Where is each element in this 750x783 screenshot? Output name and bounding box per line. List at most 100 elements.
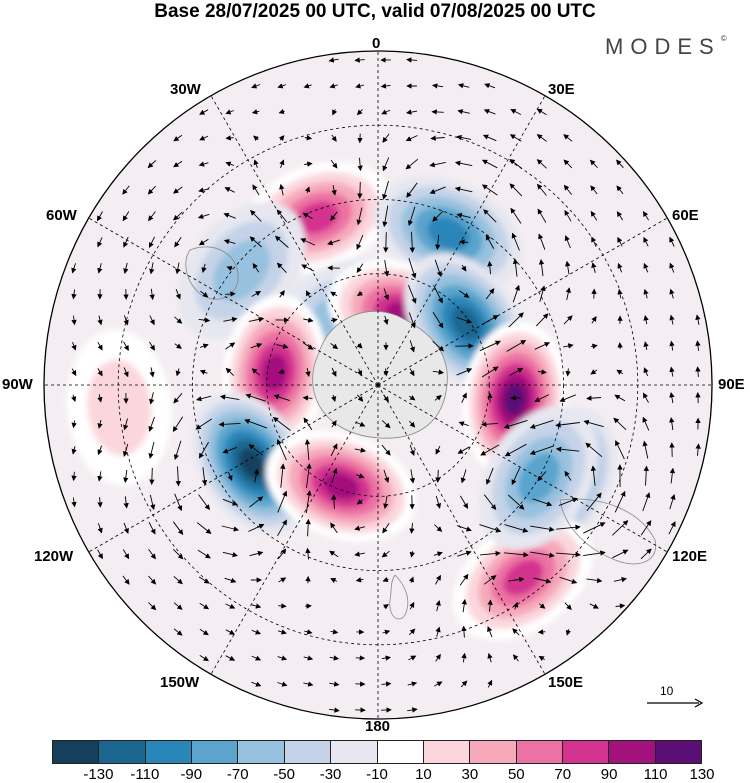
wind-arrow [330, 578, 338, 583]
wind-arrow [591, 262, 597, 274]
wind-arrow [456, 212, 471, 219]
wind-arrow [643, 236, 649, 247]
wind-arrow [640, 520, 652, 536]
wind-arrow [201, 467, 208, 486]
wind-arrow [409, 340, 415, 353]
wind-arrow [173, 440, 182, 461]
wind-arrow [434, 259, 442, 278]
colorbar-tick-label: 10 [415, 766, 432, 783]
wind-arrow [71, 446, 77, 455]
wind-arrow [197, 213, 210, 219]
wind-arrow [481, 366, 499, 378]
lon-label-120w: 120W [34, 548, 74, 565]
wind-arrow [327, 239, 341, 246]
colorbar-tick-label: -50 [273, 766, 295, 783]
wind-arrow [225, 161, 234, 167]
wind-arrow [512, 258, 519, 277]
wind-arrow [149, 367, 155, 378]
wind-arrow [149, 262, 155, 275]
wind-arrow [172, 416, 184, 433]
wind-arrow [435, 653, 441, 662]
lon-label-30w: 30W [170, 81, 201, 98]
wind-arrow [279, 183, 285, 196]
wind-arrow [148, 416, 155, 432]
wind-arrow [97, 445, 103, 456]
wind-arrow [405, 135, 418, 142]
wind-arrow [251, 83, 261, 89]
anomaly-cell [265, 430, 417, 542]
wind-arrow [669, 236, 675, 247]
wind-arrow [244, 418, 268, 429]
wind-arrow [430, 135, 445, 141]
wind-arrow [97, 419, 103, 429]
wind-arrow [71, 315, 77, 326]
wind-arrow [174, 493, 183, 512]
wind-arrow [435, 495, 442, 509]
wind-arrow [409, 395, 416, 401]
wind-arrow [251, 603, 262, 609]
anomaly-cell [374, 176, 523, 292]
wind-arrow [539, 285, 546, 302]
wind-arrow [273, 394, 290, 402]
wind-arrow [643, 315, 649, 325]
wind-arrow [225, 135, 234, 141]
wind-arrow [487, 599, 493, 612]
wind-arrow [564, 470, 572, 481]
copyright-mark: © [720, 34, 727, 43]
wind-arrow [537, 629, 546, 635]
lon-label-150e: 150E [548, 674, 584, 691]
wind-arrow [565, 287, 571, 300]
colorbar-swatch [144, 741, 192, 763]
wind-arrow [356, 342, 363, 349]
wind-arrow [695, 340, 701, 351]
meridian-line [377, 89, 550, 386]
wind-arrow [457, 109, 470, 115]
anomaly-contour [295, 201, 339, 234]
wind-arrow [304, 186, 311, 193]
colorbar-swatch [515, 741, 562, 763]
wind-arrow [354, 57, 365, 63]
wind-arrow [123, 367, 129, 378]
wind-arrow [330, 317, 338, 323]
colorbar-swatch [98, 741, 145, 763]
wind-arrow [409, 551, 415, 558]
wind-arrow [586, 577, 603, 584]
wind-arrow [199, 369, 208, 375]
wind-arrow [591, 236, 597, 247]
wind-arrow [589, 159, 598, 169]
wind-arrow [354, 551, 365, 557]
wind-arrow [331, 420, 337, 428]
wind-arrow [459, 239, 468, 245]
wind-arrow [251, 655, 262, 661]
wind-arrow [71, 263, 77, 274]
wind-arrow [459, 573, 469, 586]
wind-arrow [330, 522, 338, 534]
wind-arrow [460, 495, 469, 509]
reference-vector-label: 10 [660, 684, 674, 698]
wind-arrow [408, 655, 417, 661]
colorbar [52, 740, 702, 764]
colorbar-swatch [469, 741, 516, 763]
wind-arrow [199, 109, 209, 115]
wind-arrow [198, 187, 210, 193]
wind-arrow [278, 135, 285, 141]
antarctica-landmass [312, 310, 448, 439]
wind-arrow [563, 184, 572, 195]
wind-arrow [329, 681, 340, 687]
wind-arrow [356, 499, 363, 505]
wind-arrow [613, 576, 627, 583]
wind-arrow [199, 343, 209, 349]
wind-arrow [222, 498, 238, 506]
wind-arrow [355, 577, 364, 583]
wind-arrow [249, 550, 264, 557]
wind-arrow [227, 471, 233, 482]
wind-arrow [669, 314, 675, 325]
colorbar-swatch [237, 741, 284, 763]
wind-arrow [122, 185, 130, 195]
wind-arrow [529, 445, 554, 455]
wind-arrow [381, 681, 392, 687]
wind-arrow [96, 211, 103, 222]
wind-arrow [330, 629, 339, 635]
wind-arrow [432, 83, 444, 89]
wind-arrow [585, 442, 603, 458]
